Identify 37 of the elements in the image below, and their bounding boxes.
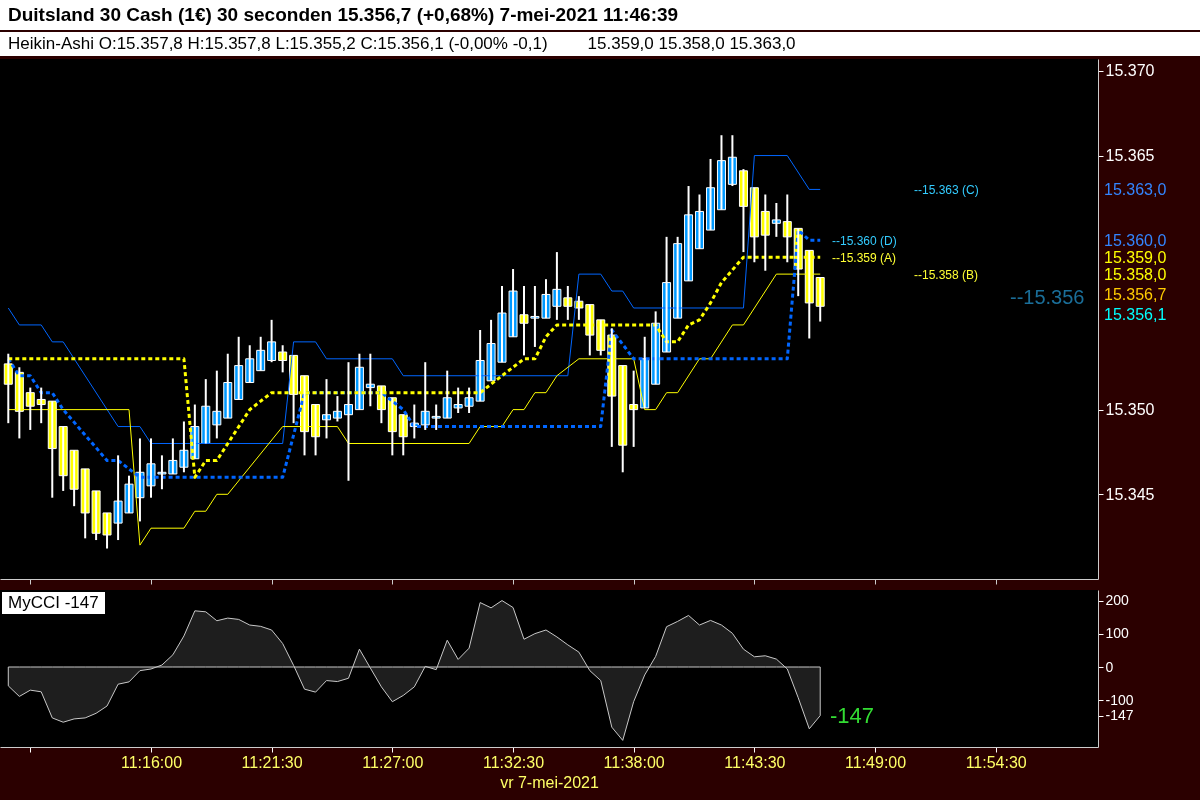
chart-title: Duitsland 30 Cash (1€) 30 seconden 15.356,7 (+0,68%) 7-mei-2021 11:46:39: [0, 0, 1200, 30]
text: Heikin-Ashi O:15.357,8 H:15.357,8 L:15.355,2 C:15.356,1 (-0,00% -0,1): [8, 33, 548, 55]
line-series: [7, 155, 821, 444]
x-axis-title: vr 7-mei-2021: [500, 773, 599, 791]
text: 15.363,0: [1104, 181, 1167, 198]
x-tick-label: 11:43:30: [724, 753, 786, 771]
x-tick-label: 11:16:00: [120, 753, 183, 771]
annotation: --15.363 (C): [914, 183, 979, 197]
x-tick-label: 11:21:30: [241, 753, 303, 771]
annotation: --15.359 (A): [832, 251, 897, 265]
text: 15.356,7: [1104, 286, 1167, 303]
x-tick-label: 11:49:00: [845, 753, 907, 771]
y-tick-label: 100: [1105, 625, 1130, 642]
x-tick-label: 11:32:30: [483, 753, 545, 771]
y-tick-label: 15.365: [1105, 147, 1155, 165]
annotation: MyCCI -147: [2, 592, 105, 614]
y-tick-label: 15.345: [1105, 485, 1155, 503]
text: 15.359,0 15.358,0 15.363,0: [587, 33, 796, 55]
annotation: --15.356: [1010, 286, 1085, 308]
x-tick-label: 11:27:00: [362, 753, 424, 771]
x-tick-label: 11:54:30: [965, 753, 1027, 771]
annotation: --15.358 (B): [914, 268, 979, 282]
y-tick-label: -147: [1105, 707, 1134, 724]
text: 15.360,0: [1104, 232, 1167, 249]
candlestick: [771, 201, 781, 238]
annotation: --15.360 (D): [832, 234, 897, 248]
y-tick-label: 0: [1105, 658, 1114, 675]
text: 15.356,1: [1104, 306, 1167, 323]
text: 15.359,0: [1104, 249, 1167, 266]
y-tick-label: -100: [1105, 691, 1134, 708]
text: 15.358,0: [1104, 266, 1167, 283]
candlestick: [431, 403, 441, 431]
annotation: -147: [830, 703, 875, 728]
x-tick-label: 11:38:00: [603, 753, 665, 771]
y-tick-label: 15.350: [1105, 401, 1155, 419]
y-tick-label: 15.370: [1105, 62, 1155, 80]
y-tick-label: 200: [1105, 592, 1130, 609]
